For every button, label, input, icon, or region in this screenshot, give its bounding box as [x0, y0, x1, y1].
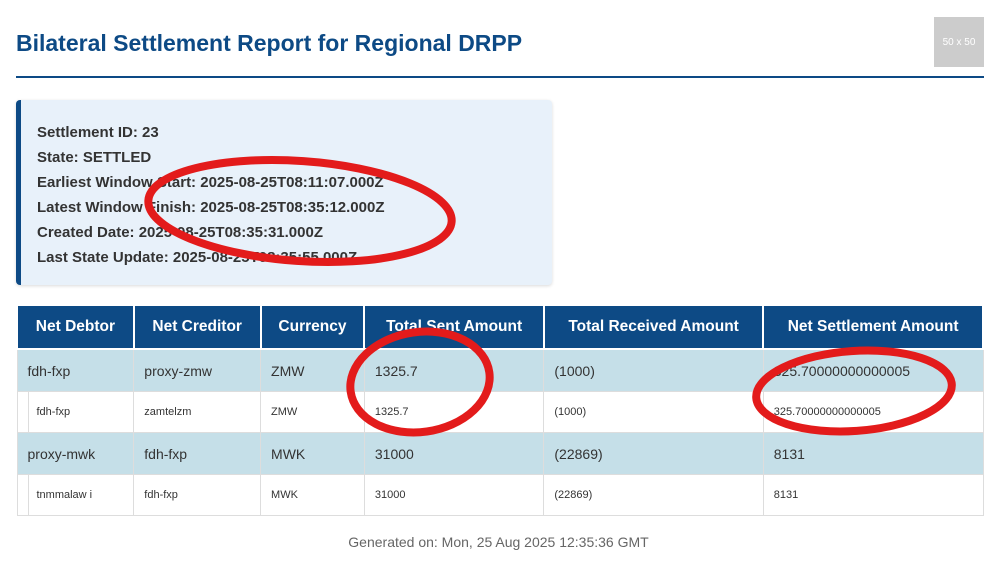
cell-currency: ZMW — [260, 348, 365, 392]
cell-net-creditor: zamtelzm — [133, 391, 262, 433]
column-header-total-sent: Total Sent Amount — [363, 304, 545, 350]
settlement-table: Net Debtor Net Creditor Currency Total S… — [16, 304, 984, 516]
cell-total-sent: 31000 — [363, 474, 545, 516]
table-header-row: Net Debtor Net Creditor Currency Total S… — [16, 304, 984, 350]
cell-net-debtor: proxy-mwk — [16, 432, 135, 475]
cell-net-settlement: 325.70000000000005 — [762, 348, 984, 392]
cell-net-creditor: proxy-zmw — [133, 348, 262, 392]
cell-currency: MWK — [260, 474, 365, 516]
cell-currency: MWK — [260, 432, 365, 475]
settlement-id: Settlement ID: 23 — [37, 124, 159, 141]
column-header-net-settlement: Net Settlement Amount — [762, 304, 984, 350]
cell-net-creditor: fdh-fxp — [133, 474, 262, 516]
page-title: Bilateral Settlement Report for Regional… — [16, 30, 523, 56]
latest-window-finish: Latest Window Finish: 2025-08-25T08:35:1… — [37, 199, 385, 216]
header-divider — [16, 76, 984, 78]
cell-currency: ZMW — [260, 391, 365, 433]
cell-net-debtor: fdh-fxp — [16, 348, 135, 392]
table-row-detail: fdh-fxp zamtelzm ZMW 1325.7 (1000) 325.7… — [16, 391, 984, 433]
cell-total-received: (22869) — [543, 474, 764, 516]
created-date: Created Date: 2025-08-25T08:35:31.000Z — [37, 224, 323, 241]
cell-total-sent: 1325.7 — [363, 391, 545, 433]
column-header-net-debtor: Net Debtor — [16, 304, 135, 350]
table-row-detail: tnmmalaw i fdh-fxp MWK 31000 (22869) 813… — [16, 474, 984, 516]
column-header-currency: Currency — [259, 304, 366, 350]
cell-net-settlement: 8131 — [762, 474, 984, 516]
settlement-state: State: SETTLED — [37, 149, 152, 166]
column-header-total-received: Total Received Amount — [542, 304, 765, 350]
cell-total-received: (1000) — [543, 391, 764, 433]
cell-net-settlement: 325.70000000000005 — [762, 391, 984, 433]
settlement-info-panel: Settlement ID: 23 State: SETTLED Earlies… — [16, 100, 552, 285]
cell-total-sent: 31000 — [363, 432, 545, 475]
cell-net-debtor: fdh-fxp — [16, 391, 135, 433]
cell-net-debtor-text: fdh-fxp — [27, 392, 134, 432]
table-row: proxy-mwk fdh-fxp MWK 31000 (22869) 8131 — [16, 432, 984, 475]
last-state-update: Last State Update: 2025-08-25T08:35:55.0… — [37, 249, 358, 266]
cell-total-received: (1000) — [543, 348, 764, 392]
cell-total-sent: 1325.7 — [363, 348, 545, 392]
cell-net-debtor: tnmmalaw i — [16, 474, 135, 516]
cell-net-settlement: 8131 — [762, 432, 984, 475]
cell-total-received: (22869) — [543, 432, 764, 475]
cell-net-creditor: fdh-fxp — [133, 432, 262, 475]
cell-net-debtor-text: tnmmalaw i — [27, 475, 134, 515]
table-row: fdh-fxp proxy-zmw ZMW 1325.7 (1000) 325.… — [16, 348, 984, 392]
generated-timestamp: Generated on: Mon, 25 Aug 2025 12:35:36 … — [348, 534, 649, 550]
earliest-window-start: Earliest Window Start: 2025-08-25T08:11:… — [37, 174, 384, 191]
logo-placeholder: 50 x 50 — [934, 17, 984, 67]
column-header-net-creditor: Net Creditor — [132, 304, 262, 350]
